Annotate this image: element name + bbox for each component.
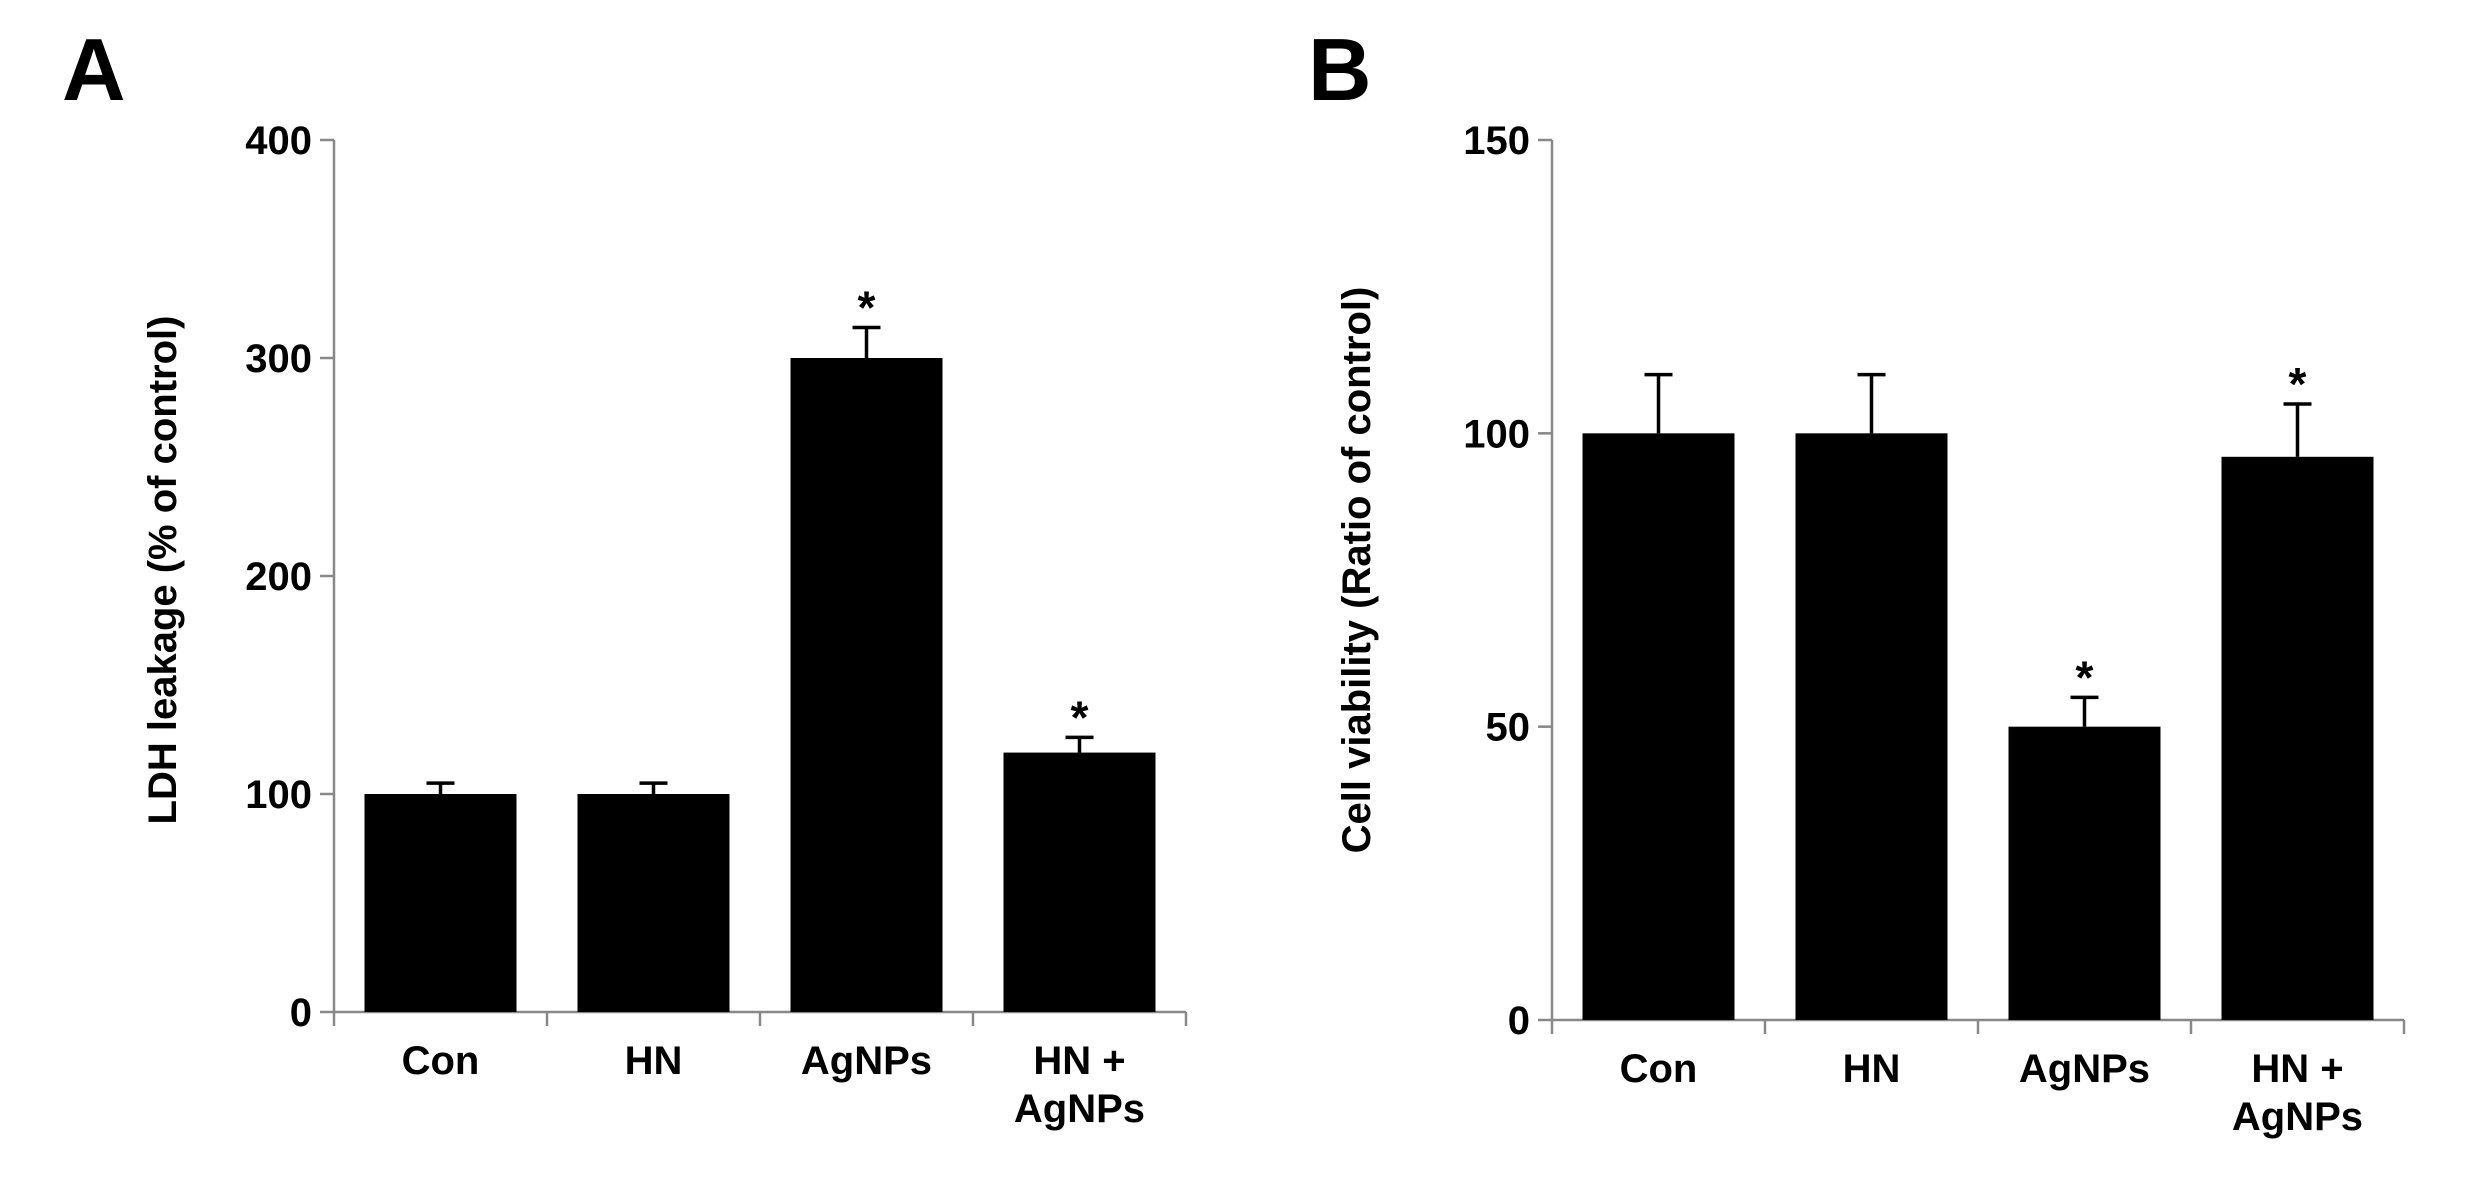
panel-b-y-axis-title: Cell viability (Ratio of control) xyxy=(1335,287,1379,854)
panel-a-bar xyxy=(1003,752,1156,1012)
panel-b-category-label: AgNPs xyxy=(2019,1047,2150,1091)
panel-a-y-tick-label: 300 xyxy=(245,337,312,381)
panel-b-significance-marker: * xyxy=(2289,358,2307,410)
panel-b-y-tick-label: 100 xyxy=(1463,412,1530,456)
panel-a-y-axis-title: LDH leakage (% of control) xyxy=(141,316,185,825)
panel-a-significance-marker: * xyxy=(858,281,876,333)
panel-a-bar xyxy=(577,794,730,1012)
panel-a-letter: A xyxy=(62,20,126,119)
panel-b-category-label: HN xyxy=(1843,1047,1901,1091)
panel-a-y-tick-label: 100 xyxy=(245,773,312,817)
panel-a-significance-marker: * xyxy=(1071,691,1089,743)
panel-a-category-label: HN xyxy=(625,1039,683,1083)
panel-b-letter: B xyxy=(1308,20,1372,119)
panel-b-bar xyxy=(2221,456,2374,1020)
panel-a-category-label: Con xyxy=(402,1039,480,1083)
panel-b-category-label: HN + xyxy=(2251,1047,2343,1091)
panel-b-y-tick-label: 0 xyxy=(1508,999,1530,1043)
panel-b-y-tick-label: 150 xyxy=(1463,119,1530,163)
panel-b-category-label: Con xyxy=(1620,1047,1698,1091)
panel-a-y-tick-label: 0 xyxy=(290,991,312,1035)
panel-a-y-tick-label: 200 xyxy=(245,555,312,599)
panel-a-category-label: AgNPs xyxy=(801,1039,932,1083)
panel-a-category-label: AgNPs xyxy=(1014,1087,1145,1131)
panel-a-bar xyxy=(364,794,517,1012)
panel-b-bar xyxy=(1582,433,1735,1020)
panel-b-y-tick-label: 50 xyxy=(1486,706,1531,750)
panel-a-y-tick-label: 400 xyxy=(245,119,312,163)
panel-a-category-label: HN + xyxy=(1033,1039,1125,1083)
panel-a-bar xyxy=(790,358,943,1012)
panel-b-significance-marker: * xyxy=(2076,651,2094,703)
panel-b-category-label: AgNPs xyxy=(2232,1095,2363,1139)
panel-b-bar xyxy=(1795,433,1948,1020)
panel-b-bar xyxy=(2008,726,2161,1020)
